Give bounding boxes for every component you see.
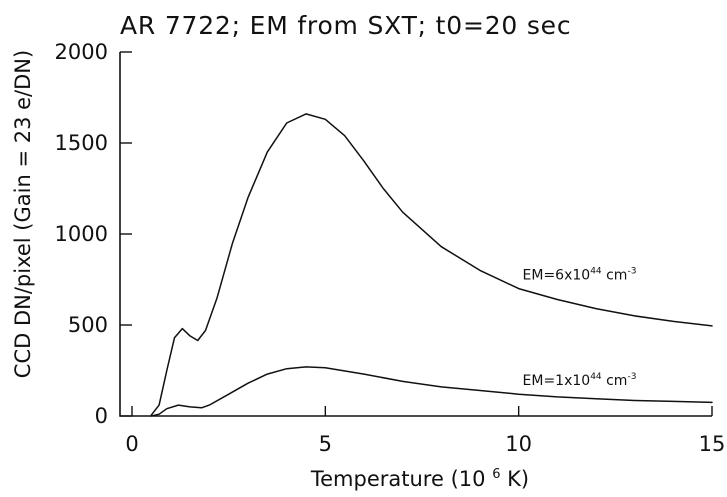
x-axis-label-superscript: 6 (492, 467, 500, 482)
series-annotation-1: EM=6x1044 cm-3 (523, 267, 637, 284)
x-axis-label: Temperature (10 6 K) (310, 459, 529, 491)
x-axis-label-main: Temperature (10 (310, 467, 486, 491)
y-tick-label: 0 (95, 404, 108, 428)
y-tick-label: 500 (68, 313, 108, 337)
annotation-prefix: EM=6x10 (523, 268, 591, 284)
annotation-prefix: EM=1x10 (523, 373, 591, 389)
y-tick-label: 2000 (55, 40, 108, 64)
y-axis-label: CCD DN/pixel (Gain = 23 e/DN) (11, 50, 35, 378)
annotation-unit-exponent: -3 (627, 372, 636, 382)
annotation-exponent: 44 (590, 267, 602, 277)
annotation-unit: cm (602, 373, 628, 389)
series-annotation-2: EM=1x1044 cm-3 (523, 372, 637, 389)
annotation-unit: cm (602, 268, 628, 284)
x-tick-label: 15 (699, 432, 726, 456)
x-tick-label: 0 (125, 432, 138, 456)
y-tick-label: 1500 (55, 131, 108, 155)
x-tick-label: 10 (505, 432, 532, 456)
series-line-1 (150, 113, 713, 416)
series-line-2 (150, 366, 713, 417)
y-tick-label: 1000 (55, 222, 108, 246)
annotation-unit-exponent: -3 (627, 267, 636, 277)
chart-title: AR 7722; EM from SXT; t0=20 sec (120, 11, 571, 40)
x-axis-label-suffix: K) (507, 467, 529, 491)
plot-frame (119, 52, 712, 417)
x-tick-label: 5 (319, 432, 332, 456)
annotation-exponent: 44 (590, 372, 602, 382)
